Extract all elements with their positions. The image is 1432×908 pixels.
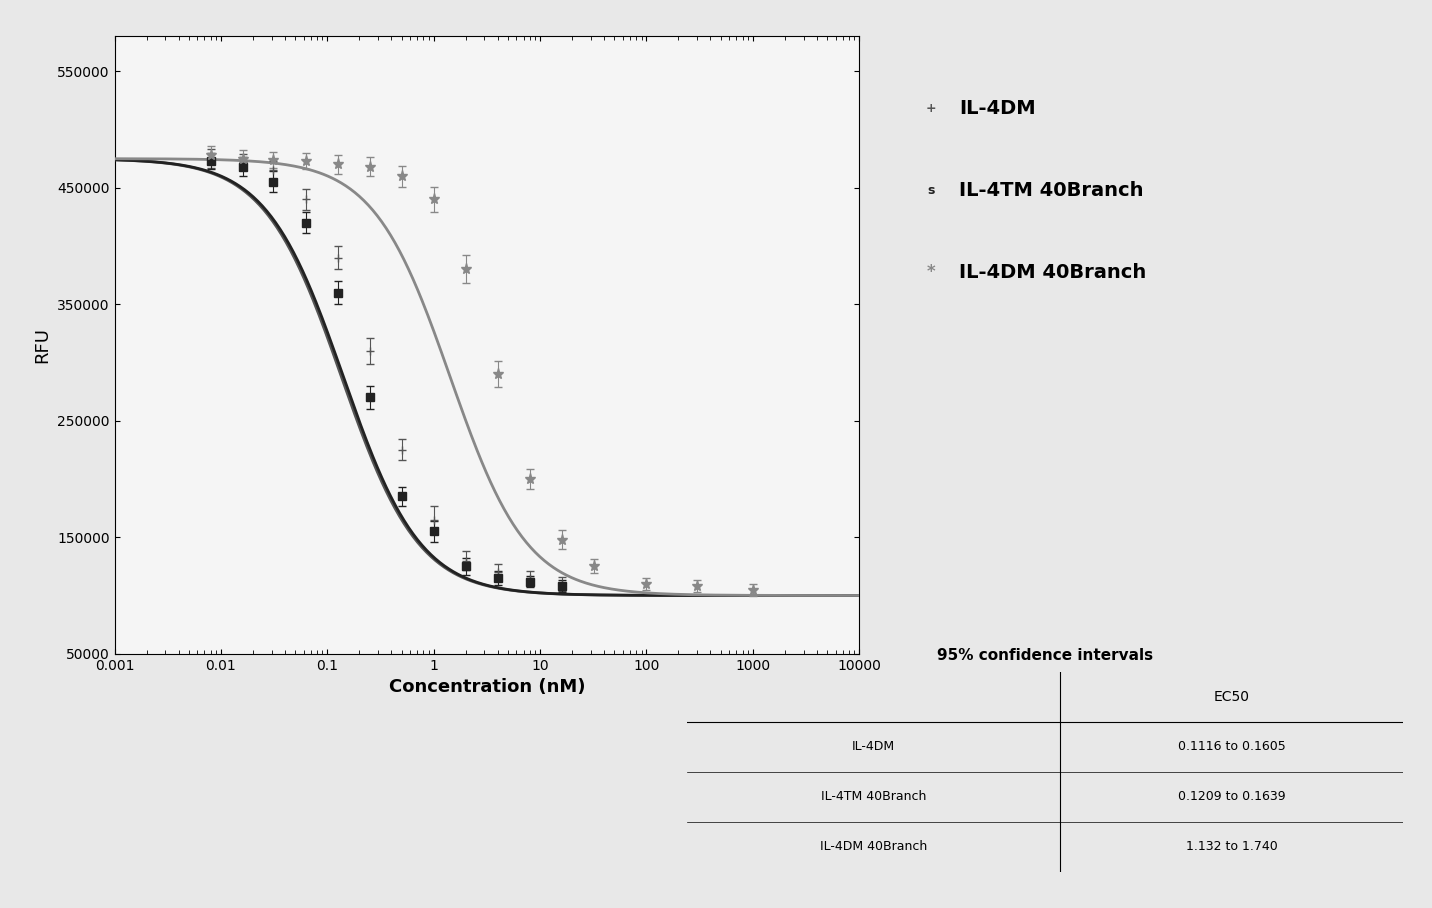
Text: 0.1116 to 0.1605: 0.1116 to 0.1605	[1177, 740, 1286, 754]
Text: IL-4TM 40Branch: IL-4TM 40Branch	[821, 790, 927, 804]
Text: 0.1209 to 0.1639: 0.1209 to 0.1639	[1177, 790, 1286, 804]
Text: IL-4DM 40Branch: IL-4DM 40Branch	[959, 263, 1147, 281]
Text: EC50: EC50	[1213, 690, 1250, 704]
Text: +: +	[925, 103, 937, 115]
Text: 95% confidence intervals: 95% confidence intervals	[938, 647, 1153, 663]
Text: IL-4TM 40Branch: IL-4TM 40Branch	[959, 182, 1144, 200]
X-axis label: Concentration (nM): Concentration (nM)	[388, 678, 586, 696]
Text: *: *	[927, 263, 935, 281]
Text: IL-4DM 40Branch: IL-4DM 40Branch	[821, 840, 927, 854]
Text: IL-4DM: IL-4DM	[959, 100, 1037, 118]
Text: 1.132 to 1.740: 1.132 to 1.740	[1186, 840, 1277, 854]
Text: s: s	[927, 184, 935, 197]
Text: IL-4DM: IL-4DM	[852, 740, 895, 754]
Y-axis label: RFU: RFU	[33, 327, 52, 363]
